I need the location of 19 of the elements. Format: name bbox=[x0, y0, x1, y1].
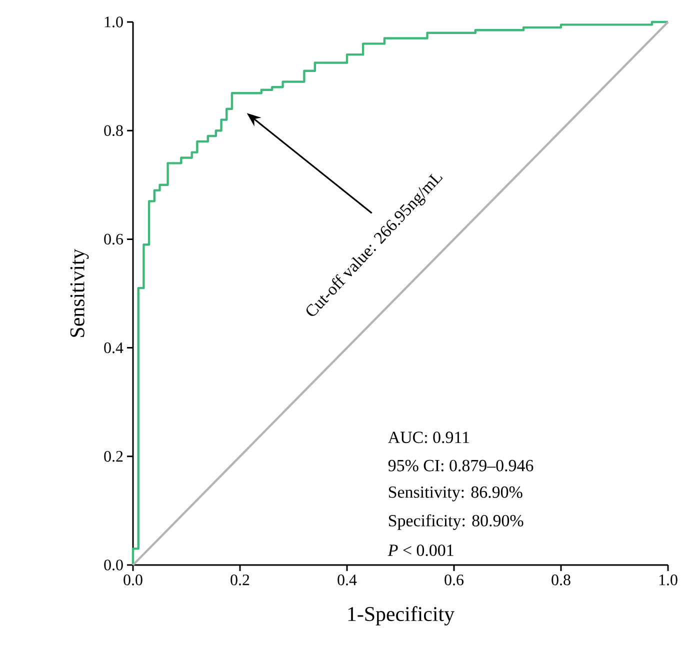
x-tick-label: 1.0 bbox=[659, 574, 678, 586]
annotation: Sensitivity: 86.90% bbox=[389, 486, 522, 502]
annotation: P < 0.001 bbox=[388, 544, 454, 556]
y-tick-label: 1.0 bbox=[104, 16, 123, 28]
annotation: AUC: 0.911 bbox=[388, 432, 470, 444]
annotation: 95% CI: 0.879–0.946 bbox=[388, 460, 534, 472]
y-tick-label: 0.6 bbox=[104, 234, 124, 245]
y-tick-label: 0.2 bbox=[104, 450, 123, 462]
x-tick-label: 0.6 bbox=[444, 574, 464, 586]
y-tick-label: 0.0 bbox=[104, 560, 123, 570]
y-tick-label: 0.8 bbox=[104, 125, 123, 136]
x-tick-label: 0.2 bbox=[230, 574, 250, 586]
x-tick-label: 0.8 bbox=[552, 574, 570, 586]
y-tick-label: 0.4 bbox=[104, 342, 124, 354]
annotation: Specificity: 80.90% bbox=[389, 514, 524, 530]
x-tick-label: 0.0 bbox=[124, 574, 142, 586]
x-tick-label: 0.4 bbox=[338, 574, 357, 586]
y-axis-title: Sensitivity bbox=[70, 248, 89, 337]
x-axis-title: 1-Specificity bbox=[348, 606, 454, 626]
